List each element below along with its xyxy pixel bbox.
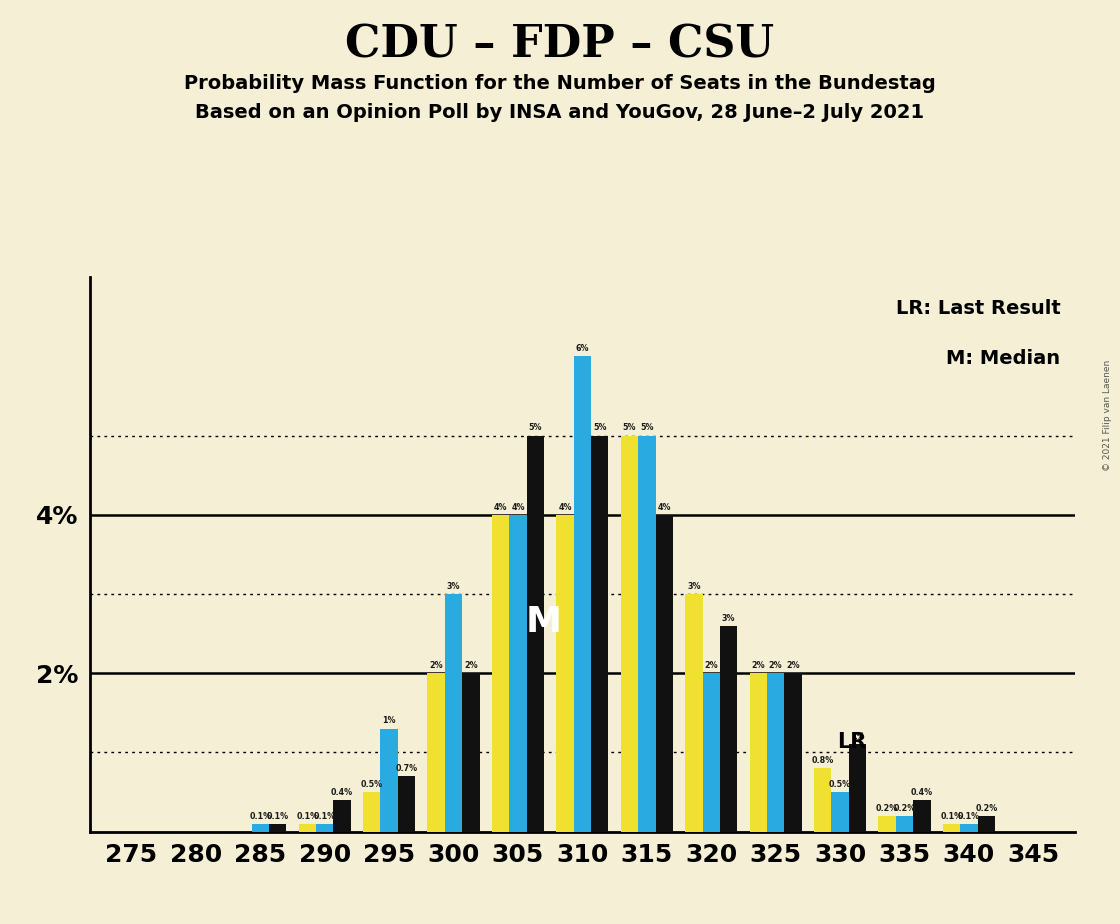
Bar: [960, 823, 978, 832]
Text: 0.1%: 0.1%: [314, 811, 336, 821]
Bar: [913, 800, 931, 832]
Bar: [334, 800, 351, 832]
Text: 5%: 5%: [640, 423, 654, 432]
Bar: [398, 776, 416, 832]
Bar: [638, 435, 655, 832]
Bar: [492, 515, 510, 832]
Text: 0.1%: 0.1%: [267, 811, 289, 821]
Bar: [896, 816, 913, 832]
Bar: [316, 823, 334, 832]
Text: CDU – FDP – CSU: CDU – FDP – CSU: [345, 23, 775, 67]
Text: 5%: 5%: [623, 423, 636, 432]
Bar: [445, 594, 463, 832]
Text: 2%: 2%: [786, 661, 800, 670]
Bar: [510, 515, 526, 832]
Bar: [814, 768, 831, 832]
Text: 6%: 6%: [576, 345, 589, 353]
Bar: [428, 674, 445, 832]
Bar: [363, 792, 381, 832]
Text: 0.1%: 0.1%: [941, 811, 962, 821]
Bar: [591, 435, 608, 832]
Bar: [685, 594, 702, 832]
Text: 3%: 3%: [722, 614, 736, 623]
Bar: [463, 674, 479, 832]
Text: 0.4%: 0.4%: [911, 788, 933, 796]
Text: 4%: 4%: [657, 503, 671, 512]
Bar: [878, 816, 896, 832]
Text: 2%: 2%: [752, 661, 765, 670]
Text: 2%: 2%: [464, 661, 478, 670]
Text: 2%: 2%: [429, 661, 444, 670]
Bar: [702, 674, 720, 832]
Bar: [299, 823, 316, 832]
Text: 4%: 4%: [558, 503, 571, 512]
Text: 1%: 1%: [382, 716, 395, 725]
Text: LR: Last Result: LR: Last Result: [896, 299, 1061, 319]
Bar: [620, 435, 638, 832]
Bar: [749, 674, 767, 832]
Bar: [831, 792, 849, 832]
Bar: [252, 823, 269, 832]
Text: 0.1%: 0.1%: [250, 811, 271, 821]
Text: Based on an Opinion Poll by INSA and YouGov, 28 June–2 July 2021: Based on an Opinion Poll by INSA and You…: [195, 103, 925, 123]
Text: 0.5%: 0.5%: [361, 780, 383, 789]
Bar: [720, 626, 737, 832]
Text: Probability Mass Function for the Number of Seats in the Bundestag: Probability Mass Function for the Number…: [184, 74, 936, 93]
Text: M: M: [525, 604, 562, 638]
Bar: [767, 674, 784, 832]
Text: 0.2%: 0.2%: [876, 804, 898, 812]
Text: © 2021 Filip van Laenen: © 2021 Filip van Laenen: [1103, 360, 1112, 471]
Text: 3%: 3%: [447, 582, 460, 590]
Text: 5%: 5%: [594, 423, 607, 432]
Text: 0.4%: 0.4%: [332, 788, 353, 796]
Bar: [978, 816, 995, 832]
Text: 2%: 2%: [768, 661, 783, 670]
Bar: [573, 357, 591, 832]
Text: 0.1%: 0.1%: [297, 811, 318, 821]
Text: 0.2%: 0.2%: [894, 804, 916, 812]
Bar: [557, 515, 573, 832]
Text: 0.7%: 0.7%: [395, 764, 418, 773]
Text: 0.5%: 0.5%: [829, 780, 851, 789]
Text: 3%: 3%: [687, 582, 701, 590]
Text: 0.2%: 0.2%: [976, 804, 998, 812]
Text: 0.8%: 0.8%: [812, 756, 833, 765]
Bar: [784, 674, 802, 832]
Text: 5%: 5%: [529, 423, 542, 432]
Bar: [943, 823, 960, 832]
Bar: [655, 515, 673, 832]
Bar: [526, 435, 544, 832]
Text: 4%: 4%: [494, 503, 507, 512]
Text: 4%: 4%: [511, 503, 525, 512]
Text: LR: LR: [837, 732, 866, 752]
Text: M: Median: M: Median: [946, 349, 1061, 369]
Text: 0.1%: 0.1%: [958, 811, 980, 821]
Text: 1%: 1%: [851, 733, 865, 741]
Bar: [849, 745, 866, 832]
Bar: [269, 823, 287, 832]
Text: 2%: 2%: [704, 661, 718, 670]
Bar: [381, 729, 398, 832]
